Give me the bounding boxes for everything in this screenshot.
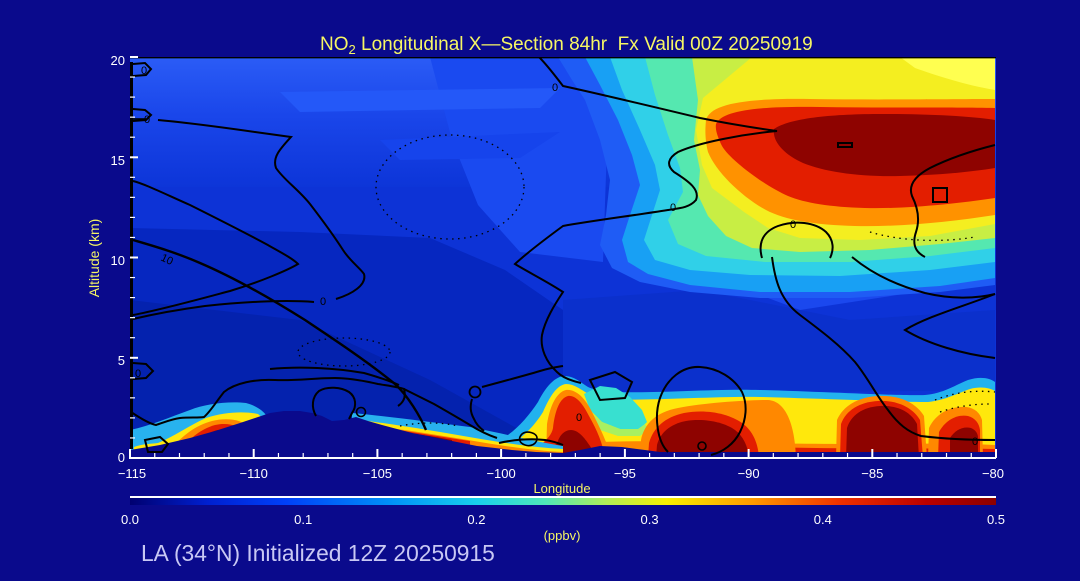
svg-text:0: 0 [552,82,558,94]
svg-text:0: 0 [135,368,141,380]
svg-text:−100: −100 [486,466,515,481]
svg-text:0: 0 [320,296,326,308]
svg-text:Altitude (km): Altitude (km) [86,219,102,298]
svg-text:10: 10 [159,252,175,268]
svg-text:0.3: 0.3 [641,512,659,527]
svg-text:10: 10 [111,253,125,268]
svg-text:−85: −85 [861,466,883,481]
svg-text:15: 15 [111,153,125,168]
svg-text:0: 0 [141,65,147,77]
svg-text:0: 0 [118,450,125,465]
svg-text:0.1: 0.1 [294,512,312,527]
svg-text:20: 20 [111,53,125,68]
svg-text:−105: −105 [363,466,392,481]
svg-text:−110: −110 [240,466,268,481]
svg-text:Longitude: Longitude [533,481,590,496]
svg-text:0.0: 0.0 [121,512,139,527]
svg-text:0.5: 0.5 [987,512,1005,527]
svg-text:0: 0 [670,202,676,214]
svg-text:5: 5 [118,353,125,368]
svg-text:0.4: 0.4 [814,512,832,527]
svg-text:0: 0 [790,219,796,231]
svg-text:0.2: 0.2 [467,512,485,527]
svg-text:−115: −115 [118,466,146,481]
svg-text:−80: −80 [982,466,1004,481]
svg-text:−90: −90 [738,466,760,481]
svg-text:NO2 Longitudinal X—Section 84h: NO2 Longitudinal X—Section 84hr Fx Valid… [320,34,813,57]
svg-text:0: 0 [144,114,150,126]
svg-text:0: 0 [972,436,978,448]
svg-text:(ppbv): (ppbv) [544,528,581,543]
svg-text:0: 0 [576,412,582,424]
svg-text:LA (34°N) Initialized 12Z 2025: LA (34°N) Initialized 12Z 20250915 [141,540,495,566]
svg-text:−95: −95 [614,466,636,481]
